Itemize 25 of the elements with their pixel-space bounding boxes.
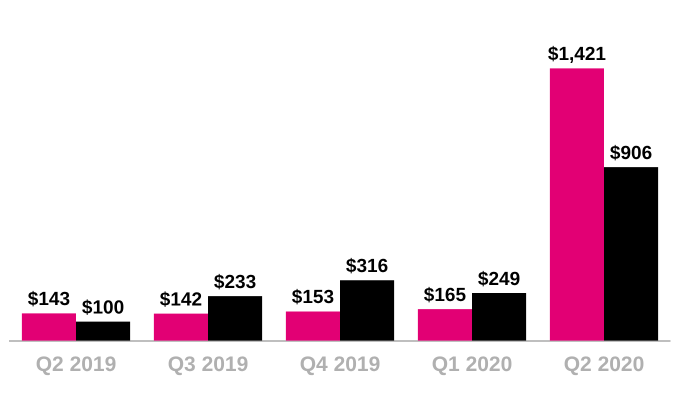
data-label: $100 <box>82 297 124 318</box>
x-tick-label: Q2 2020 <box>564 353 644 376</box>
x-tick-label: Q1 2020 <box>432 353 512 376</box>
data-label: $906 <box>610 142 652 164</box>
bar <box>154 314 208 341</box>
data-label: $142 <box>160 289 202 310</box>
x-tick-label: Q4 2019 <box>300 353 380 376</box>
data-label: $233 <box>214 272 256 293</box>
data-label: $1,421 <box>548 44 606 66</box>
bar <box>550 68 604 341</box>
bar <box>418 309 472 341</box>
bar <box>76 322 130 341</box>
bar <box>22 313 76 341</box>
data-label: $316 <box>346 256 388 277</box>
bar <box>286 311 340 341</box>
x-tick-label: Q3 2019 <box>168 353 248 376</box>
data-label: $143 <box>28 289 70 310</box>
bar <box>208 296 262 341</box>
data-label: $249 <box>478 268 520 290</box>
bar <box>340 280 394 341</box>
bar <box>472 293 526 341</box>
x-tick-label: Q2 2019 <box>36 353 116 376</box>
bar <box>604 167 658 341</box>
data-label: $165 <box>424 284 466 306</box>
data-label: $153 <box>292 287 334 308</box>
